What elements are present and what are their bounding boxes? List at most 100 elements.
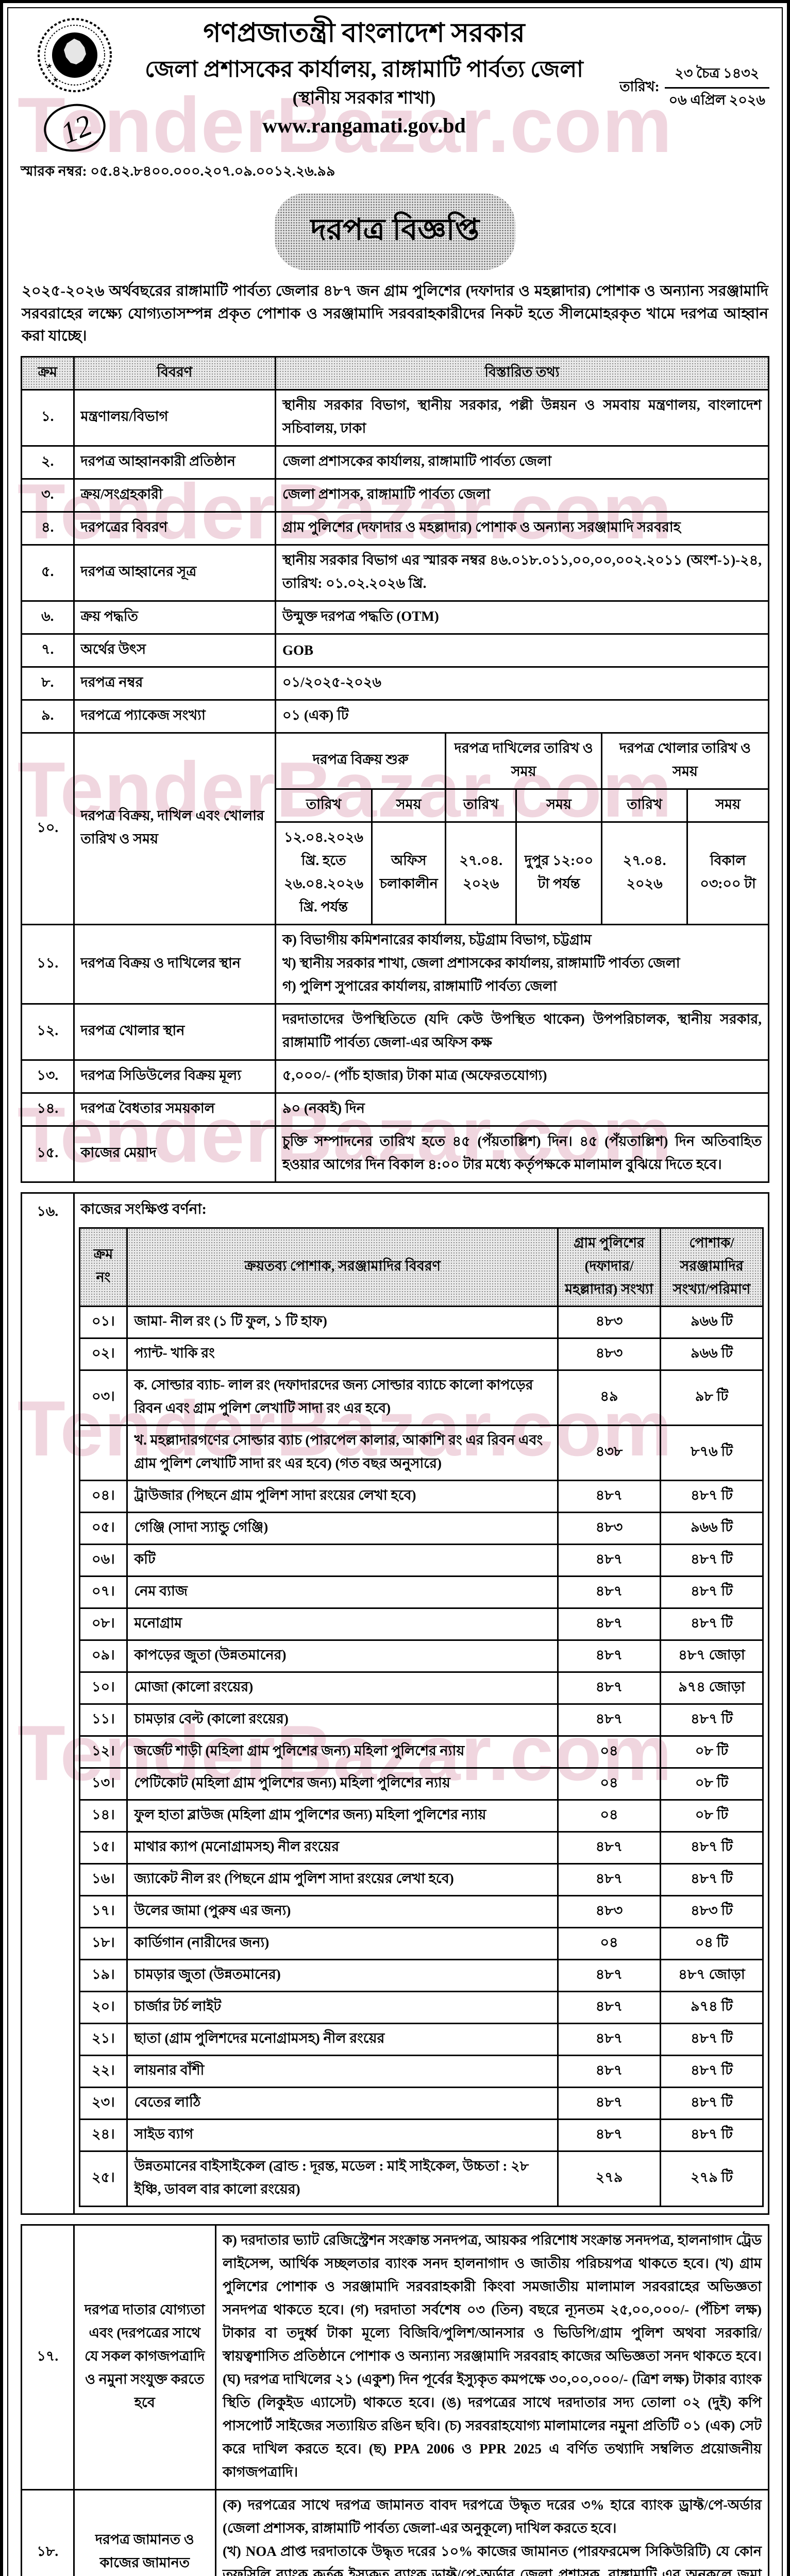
website-url: www.rangamati.gov.bd [129,113,599,139]
item-police-count: ৪৮৭ [558,2119,661,2151]
row10-schedule-cell: দরপত্র বিক্রয় শুরু দরপত্র দাখিলের তারিখ… [276,733,769,924]
memo-number: ০৫.৪২.৮৪০০.০০০.২০৭.০৯.০০১২.২৬.৯৯ [90,161,335,184]
subcol-date: তারিখ [446,789,516,822]
row-value: জেলা প্রশাসকের কার্যালয়, রাঙ্গামাটি পার… [276,446,769,479]
item-quantity: ৪৮৭ টি [661,1832,763,1863]
terms-row: ১৮. দরপত্র জামানত ও কাজের জামানত (ক) দরপ… [22,2489,769,2576]
subcol-time: সময় [687,789,768,822]
row-sl: ৮. [22,667,74,700]
opening-date: ২৭.০৪. ২০২৬ [602,822,687,924]
subcol-time: সময় [372,789,446,822]
table-row: ৫. দরপত্র আহ্বানের সূত্র স্থানীয় সরকার … [22,545,769,601]
row-sl: ৬. [22,601,74,634]
items-col-police-count: গ্রাম পুলিশের (দফাদার/ মহল্লাদার) সংখ্যা [558,1228,661,1306]
item-police-count: ৪৮৭ [558,1863,661,1895]
row-label: মন্ত্রণালয়/বিভাগ [74,389,276,446]
item-quantity: ৪৮৭ টি [661,2023,763,2055]
row-value: ৫,০০০/- (পাঁচ হাজার) টাকা মাত্র (অফেরতযো… [276,1060,769,1093]
item-row: ২৩। বেতের লাঠি ৪৮৭ ৪৮৭ টি [79,2087,763,2119]
item-police-count: ৪৮৭ [558,1544,661,1576]
info-rows-11-15: ১১. দরপত্র বিক্রয় ও দাখিলের স্থান ক) বি… [22,924,769,1182]
item-description: নেম ব্যাজ [127,1576,558,1608]
item-police-count: ৪৩৮ [558,1425,661,1480]
item-sl: ০৮। [79,1608,127,1640]
item-row: ০৮। মনোগ্রাম ৪৮৭ ৪৮৭ টি [79,1608,763,1640]
item-description: মোজা (কালো রংয়ের) [127,1672,558,1704]
item-police-count: ৪৮৭ [558,1608,661,1640]
intro-paragraph: ২০২৫-২০২৬ অর্থবছরের রাঙ্গামাটি পার্বত্য … [22,280,768,348]
notice-title: দরপত্র বিজ্ঞপ্তি [275,193,516,270]
item-quantity: ০৮ টি [661,1800,763,1832]
item-sl: ০৪। [79,1480,127,1512]
date-label: তারিখ: [619,76,659,99]
terms-row: ১৭. দরপত্র দাতার যোগ্যতা এবং (দরপত্রের স… [22,2225,769,2489]
row-label: অর্থের উৎস [74,634,276,667]
row-value: স্থানীয় সরকার বিভাগ, স্থানীয় সরকার, পল… [276,389,769,446]
table-row: ৮. দরপত্র নম্বর ০১/২০২৫-২০২৬ [22,667,769,700]
row-label: দরপত্র বিক্রয় ও দাখিলের স্থান [74,924,276,1004]
memo-label: স্মারক নম্বর: [21,161,87,184]
item-quantity: ৮৭৬ টি [661,1425,763,1480]
item-police-count: ৪৮৭ [558,2023,661,2055]
item-police-count: ২৭৯ [558,2151,661,2206]
items-container: কাজের সংক্ষিপ্ত বর্ণনা: ক্রম নং ক্রয়তব্… [74,1193,769,2214]
sale-date: ১২.০৪.২০২৬ খ্রি. হতে ২৬.০৪.২০২৬ খ্রি. পর… [276,822,372,924]
row-sl: ১১. [22,924,74,1004]
table-row: ৯. দরপত্রে প্যাকেজ সংখ্যা ০১ (এক) টি [22,700,769,733]
letterhead-center: গণপ্রজাতন্ত্রী বাংলাদেশ সরকার জেলা প্রশা… [129,16,599,139]
item-row: ১৮। কার্ডিগান (নারীদের জন্য) ০৪ ০৪ টি [79,1927,763,1959]
row-sl: ১. [22,389,74,446]
table-row: ৭. অর্থের উৎস GOB [22,634,769,667]
government-title: গণপ্রজাতন্ত্রী বাংলাদেশ সরকার [129,16,599,50]
item-row: ০৫। গেঞ্জি (সাদা স্যান্ডু গেঞ্জি) ৪৮৩ ৯৬… [79,1512,763,1544]
items-col-quantity: পোশাক/ সরঞ্জামাদির সংখ্যা/পরিমাণ [661,1228,763,1306]
submission-date: ২৭.০৪. ২০২৬ [446,822,516,924]
opening-time: বিকাল ০৩:০০ টা [687,822,768,924]
row-sl: ৭. [22,634,74,667]
items-col-description: ক্রয়তব্য পোশাক, সরঞ্জামাদির বিবরণ [127,1228,558,1306]
row-value: চুক্তি সম্পাদনের তারিখ হতে ৪৫ (পঁয়তাল্ল… [276,1126,769,1182]
item-description: ট্রাউজার (পিছনে গ্রাম পুলিশ সাদা রংয়ের … [127,1480,558,1512]
group-sale-start: দরপত্র বিক্রয় শুরু [276,734,446,789]
item-description: ক. সোল্ডার ব্যাচ- লাল রং (দফাদারদের জন্য… [127,1370,558,1425]
item-quantity: ৪৮৭ জোড়া [661,1640,763,1672]
item-row: ০৭। নেম ব্যাজ ৪৮৭ ৪৮৭ টি [79,1576,763,1608]
table-row: ১. মন্ত্রণালয়/বিভাগ স্থানীয় সরকার বিভা… [22,389,769,446]
row-sl: ৫. [22,545,74,601]
item-row: খ. মহল্লাদারগণের সোল্ডার ব্যাচ (পারপেল ক… [79,1425,763,1480]
item-description: লায়নার বাঁশী [127,2055,558,2087]
item-description: মাথার ক্যাপ (মনোগ্রামসহ) নীল রংয়ের [127,1832,558,1863]
item-sl: ০৬। [79,1544,127,1576]
row-sl: ৪. [22,512,74,545]
office-title: জেলা প্রশাসকের কার্যালয়, রাঙ্গামাটি পার… [129,55,599,83]
row-label: দরপত্র বিক্রয়, দাখিল এবং খোলার তারিখ ও … [74,733,276,924]
letterhead: ★ ★ ★ ★ 12 গণপ্রজাতন্ত্রী বাংলাদেশ সরকার… [21,16,769,159]
item-sl: ০২। [79,1338,127,1370]
svg-text:★: ★ [46,62,53,70]
item-sl: ০৭। [79,1576,127,1608]
item-quantity: ৪৮৭ জোড়া [661,1959,763,1991]
table-row: ৬. ক্রয় পদ্ধতি উন্মুক্ত দরপত্র পদ্ধতি (… [22,601,769,634]
row-label: দরপত্র খোলার স্থান [74,1004,276,1060]
row-label: দরপত্র নম্বর [74,667,276,700]
date-block: তারিখ: ২৩ চৈত্র ১৪৩২ ০৬ এপ্রিল ২০২৬ [599,63,769,113]
row-value: ০১/২০২৫-২০২৬ [276,667,769,700]
date-column: তারিখ: ২৩ চৈত্র ১৪৩২ ০৬ এপ্রিল ২০২৬ [599,16,769,113]
col-header-description: বিবরণ [74,357,276,389]
row-value: উন্মুক্ত দরপত্র পদ্ধতি (OTM) [276,601,769,634]
info-row-10: ১০. দরপত্র বিক্রয়, দাখিল এবং খোলার তারি… [22,733,769,924]
item-description: মনোগ্রাম [127,1608,558,1640]
items-table: ক্রম নং ক্রয়তব্য পোশাক, সরঞ্জামাদির বিব… [79,1227,764,2207]
item-quantity: ৪৮৭ টি [661,1608,763,1640]
row-sl: ১৮. [22,2489,74,2576]
item-police-count: ৪৮৭ [558,1991,661,2023]
item-police-count: ০৪ [558,1768,661,1800]
item-quantity: ৯৮ টি [661,1370,763,1425]
item-quantity: ৪৮৭ টি [661,1576,763,1608]
sale-time: অফিস চলাকালীন [372,822,446,924]
row-label: ক্রয়/সংগ্রহকারী [74,479,276,512]
item-row: ০৪। ট্রাউজার (পিছনে গ্রাম পুলিশ সাদা রংয… [79,1480,763,1512]
work-description-section: ১৬. কাজের সংক্ষিপ্ত বর্ণনা: ক্রম নং ক্রয… [21,1192,769,2215]
item-description: প্যান্ট- খাকি রং [127,1338,558,1370]
row-sl: ১০. [22,733,74,924]
